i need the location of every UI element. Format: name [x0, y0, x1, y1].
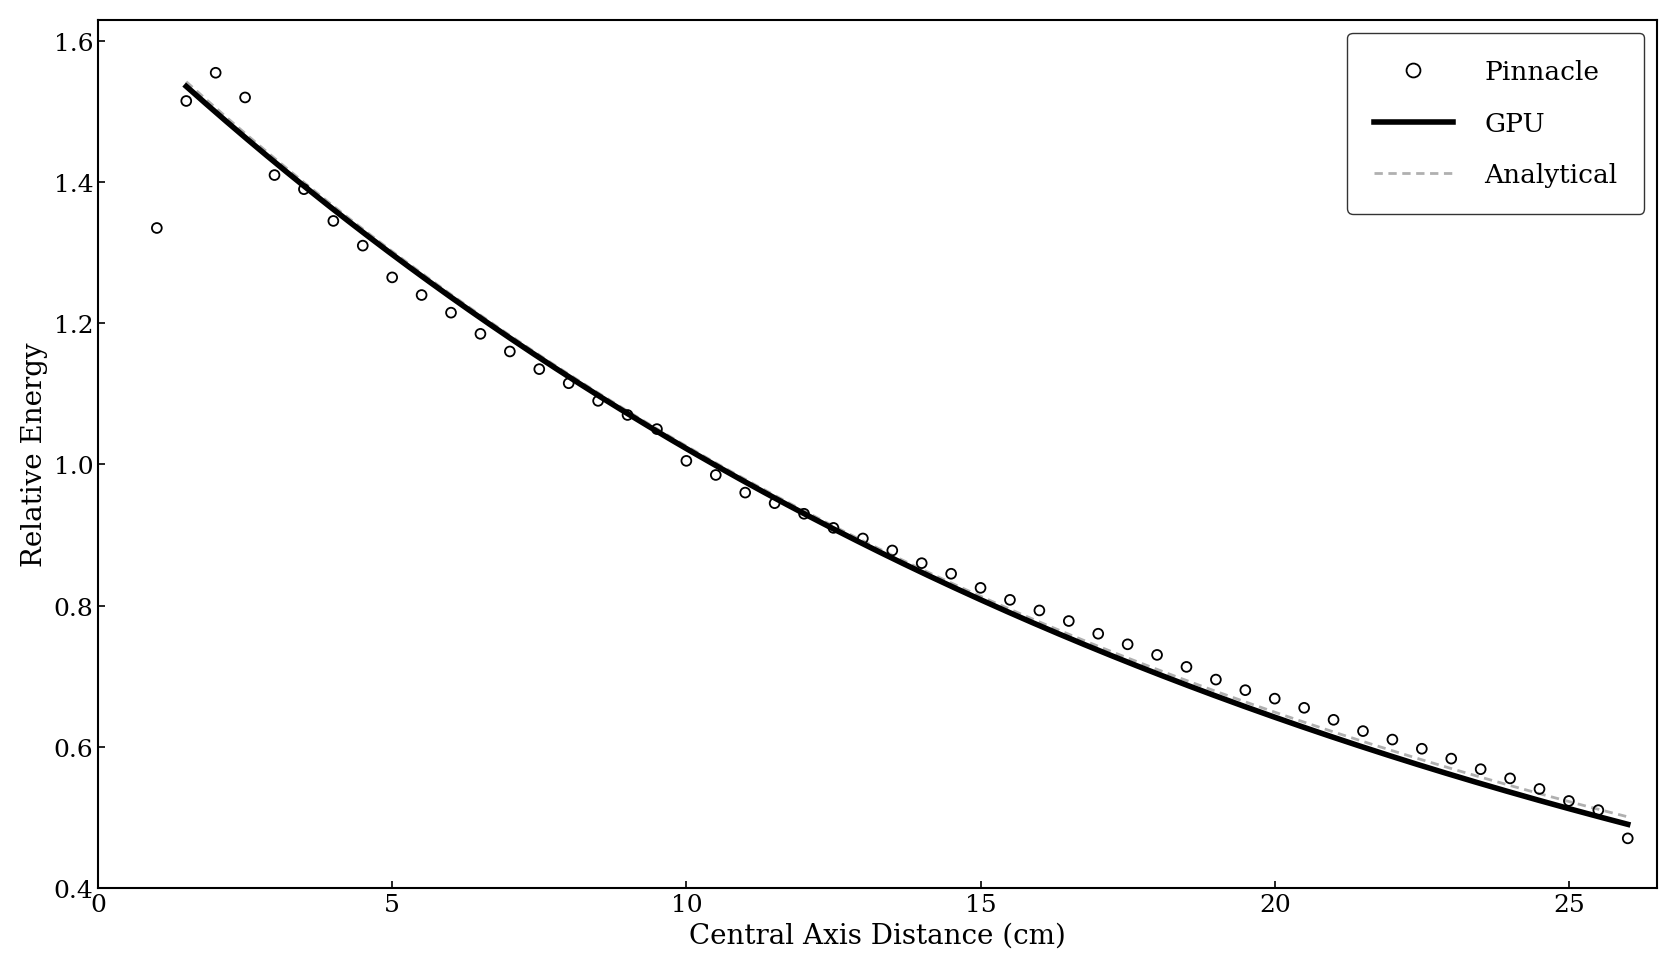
- Pinnacle: [1203, 672, 1230, 688]
- Pinnacle: [408, 288, 435, 303]
- Pinnacle: [1084, 626, 1111, 641]
- GPU: [956, 588, 977, 600]
- Pinnacle: [320, 214, 347, 230]
- Pinnacle: [1438, 751, 1465, 766]
- Pinnacle: [1114, 637, 1141, 652]
- Pinnacle: [1055, 613, 1082, 629]
- Pinnacle: [466, 327, 493, 342]
- Pinnacle: [1262, 691, 1289, 706]
- Pinnacle: [1232, 683, 1258, 699]
- Analytical: [869, 544, 889, 555]
- Pinnacle: [497, 344, 524, 359]
- Pinnacle: [1497, 770, 1524, 786]
- Pinnacle: [203, 66, 230, 81]
- Pinnacle: [762, 496, 789, 512]
- Pinnacle: [703, 468, 730, 484]
- GPU: [1358, 743, 1378, 755]
- Analytical: [861, 540, 881, 551]
- Pinnacle: [1525, 781, 1552, 797]
- Analytical: [176, 77, 196, 88]
- Pinnacle: [1614, 830, 1641, 846]
- Pinnacle: [1467, 762, 1493, 777]
- Pinnacle: [1290, 701, 1317, 716]
- Pinnacle: [584, 393, 611, 409]
- Pinnacle: [673, 453, 700, 469]
- Pinnacle: [732, 485, 758, 501]
- Pinnacle: [1408, 741, 1435, 757]
- Pinnacle: [938, 567, 965, 582]
- Analytical: [1358, 737, 1378, 749]
- Pinnacle: [438, 305, 465, 321]
- Y-axis label: Relative Energy: Relative Energy: [20, 342, 49, 567]
- Pinnacle: [379, 270, 406, 286]
- GPU: [1582, 809, 1602, 821]
- Line: Analytical: Analytical: [186, 82, 1628, 817]
- Pinnacle: [1173, 660, 1200, 675]
- GPU: [176, 81, 196, 93]
- Pinnacle: [614, 408, 641, 423]
- Pinnacle: [555, 376, 582, 391]
- Pinnacle: [1025, 603, 1052, 618]
- GPU: [1034, 622, 1054, 634]
- Pinnacle: [1349, 724, 1376, 739]
- X-axis label: Central Axis Distance (cm): Central Axis Distance (cm): [690, 922, 1066, 949]
- Analytical: [1034, 618, 1054, 630]
- Analytical: [956, 584, 977, 596]
- Pinnacle: [908, 556, 935, 572]
- Pinnacle: [232, 90, 258, 106]
- Analytical: [1582, 802, 1602, 814]
- Pinnacle: [1144, 647, 1171, 663]
- Pinnacle: [967, 580, 993, 596]
- Pinnacle: [1321, 712, 1347, 728]
- Line: GPU: GPU: [186, 87, 1628, 825]
- Pinnacle: [173, 94, 200, 109]
- Pinnacle: [790, 507, 817, 522]
- GPU: [861, 543, 881, 554]
- Pinnacle: [143, 221, 169, 236]
- Analytical: [1618, 811, 1638, 823]
- Pinnacle: [644, 422, 671, 437]
- Pinnacle: [349, 238, 376, 254]
- Pinnacle: [262, 169, 289, 184]
- GPU: [869, 547, 889, 558]
- Pinnacle: [1556, 794, 1582, 809]
- Pinnacle: [821, 520, 847, 536]
- Pinnacle: [879, 544, 906, 559]
- Pinnacle: [1586, 802, 1613, 818]
- Pinnacle: [997, 592, 1024, 608]
- Pinnacle: [525, 362, 552, 378]
- Pinnacle: [849, 531, 876, 547]
- GPU: [1618, 819, 1638, 830]
- Pinnacle: [290, 182, 317, 198]
- Legend: Pinnacle, GPU, Analytical: Pinnacle, GPU, Analytical: [1347, 34, 1644, 214]
- Pinnacle: [1379, 732, 1406, 747]
